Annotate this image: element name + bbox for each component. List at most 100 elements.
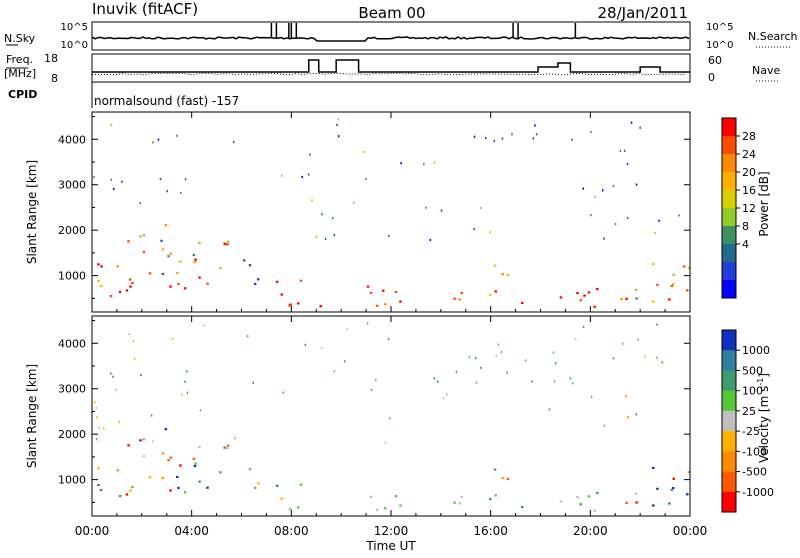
data-cell: [248, 468, 252, 471]
data-cell: [612, 357, 615, 360]
data-cell: [343, 360, 346, 363]
data-cell: [473, 135, 476, 138]
data-cell: [118, 290, 122, 294]
data-cell: [97, 280, 100, 283]
data-cell: [559, 296, 563, 299]
data-cell: [501, 273, 504, 276]
colorbar-swatch: [722, 280, 736, 299]
data-cell: [253, 282, 257, 285]
data-cell: [480, 366, 482, 369]
data-cell: [198, 241, 201, 244]
data-cell: [474, 357, 477, 360]
data-cell: [627, 415, 629, 419]
nsearch-label: N.Search: [748, 30, 798, 43]
data-cell: [596, 491, 599, 495]
data-cell: [275, 280, 279, 283]
data-cell: [614, 223, 617, 226]
data-cell: [97, 484, 100, 487]
data-cell: [186, 391, 189, 394]
data-cell: [442, 397, 445, 400]
data-cell: [485, 137, 487, 140]
colorbar-swatch: [722, 244, 736, 263]
data-cell: [164, 428, 168, 431]
data-cell: [280, 497, 283, 500]
data-cell: [93, 401, 96, 404]
data-cell: [366, 285, 370, 288]
data-cell: [594, 195, 597, 199]
data-cell: [206, 486, 209, 489]
colorbar-swatch: [722, 226, 736, 245]
data-cell: [169, 456, 172, 459]
colorbar-swatch: [722, 190, 736, 209]
data-cell: [593, 509, 596, 512]
data-cell: [246, 335, 249, 338]
data-cell: [552, 351, 555, 354]
data-cell: [198, 480, 201, 483]
colorbar-swatch: [722, 172, 736, 191]
data-cell: [192, 253, 196, 257]
data-cell: [394, 495, 398, 498]
data-cell: [248, 264, 252, 267]
data-cell: [678, 214, 680, 217]
data-cell: [468, 356, 471, 359]
data-cell: [656, 487, 659, 490]
data-cell: [112, 187, 115, 190]
data-cell: [590, 131, 592, 134]
data-cell: [252, 381, 254, 384]
data-cell: [489, 294, 492, 297]
data-cell: [626, 162, 629, 165]
data-cell: [257, 278, 260, 281]
data-cell: [619, 149, 622, 152]
data-cell: [548, 408, 551, 411]
power-y-axis: 1000 2000 3000 4000: [58, 116, 690, 299]
data-cell: [193, 260, 197, 264]
data-cell: [654, 232, 656, 235]
data-cell: [672, 273, 675, 276]
data-cell: [198, 276, 201, 279]
cpid-label: CPID: [8, 88, 37, 101]
data-cell: [579, 503, 582, 506]
data-cell: [233, 140, 235, 144]
data-cell: [652, 466, 655, 469]
data-cell: [177, 486, 180, 490]
data-cell: [194, 258, 197, 261]
colorbar-swatch: [722, 154, 736, 173]
data-cell: [194, 462, 197, 465]
data-cell: [494, 494, 497, 497]
data-cell: [506, 477, 510, 481]
data-cell: [603, 237, 605, 240]
data-cell: [121, 180, 123, 183]
data-cell: [333, 233, 336, 236]
data-cell: [280, 293, 283, 296]
velocity-y-axis: 1000 2000 3000 4000: [58, 320, 690, 503]
data-cell: [569, 377, 572, 380]
data-cell: [179, 464, 182, 467]
data-cell: [587, 291, 591, 294]
data-cell: [437, 380, 439, 383]
data-cell: [429, 238, 432, 242]
power-colorbar-label: Power [dB]: [757, 171, 771, 236]
cpid-text: normalsound (fast) -157: [94, 94, 239, 108]
data-cell: [142, 234, 146, 237]
data-cell: [622, 342, 624, 345]
data-cell: [166, 190, 168, 193]
data-cell: [630, 121, 633, 124]
data-cell: [582, 187, 584, 190]
data-cell: [668, 298, 671, 301]
data-cell: [95, 438, 98, 441]
data-cell: [625, 501, 628, 504]
data-cell: [433, 377, 436, 380]
data-cell: [612, 185, 615, 188]
data-cell: [176, 271, 179, 275]
data-cell: [559, 500, 563, 503]
colorbar-swatch: [722, 262, 736, 281]
colorbar-tick-label: -500: [742, 466, 767, 479]
data-cell: [110, 123, 113, 127]
data-cell: [506, 273, 510, 277]
data-cell: [167, 459, 170, 462]
data-cell: [301, 175, 303, 178]
data-cell: [226, 243, 229, 246]
data-cell: [186, 370, 188, 373]
data-cell: [171, 337, 174, 340]
data-cell: [652, 262, 655, 265]
